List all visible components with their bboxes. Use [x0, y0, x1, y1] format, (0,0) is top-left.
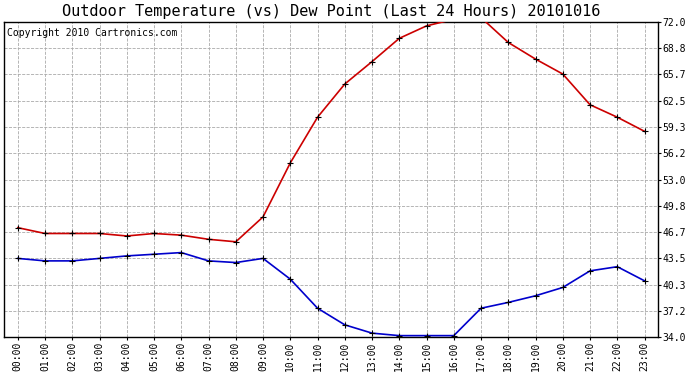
Title: Outdoor Temperature (vs) Dew Point (Last 24 Hours) 20101016: Outdoor Temperature (vs) Dew Point (Last… [62, 4, 600, 19]
Text: Copyright 2010 Cartronics.com: Copyright 2010 Cartronics.com [8, 28, 178, 38]
